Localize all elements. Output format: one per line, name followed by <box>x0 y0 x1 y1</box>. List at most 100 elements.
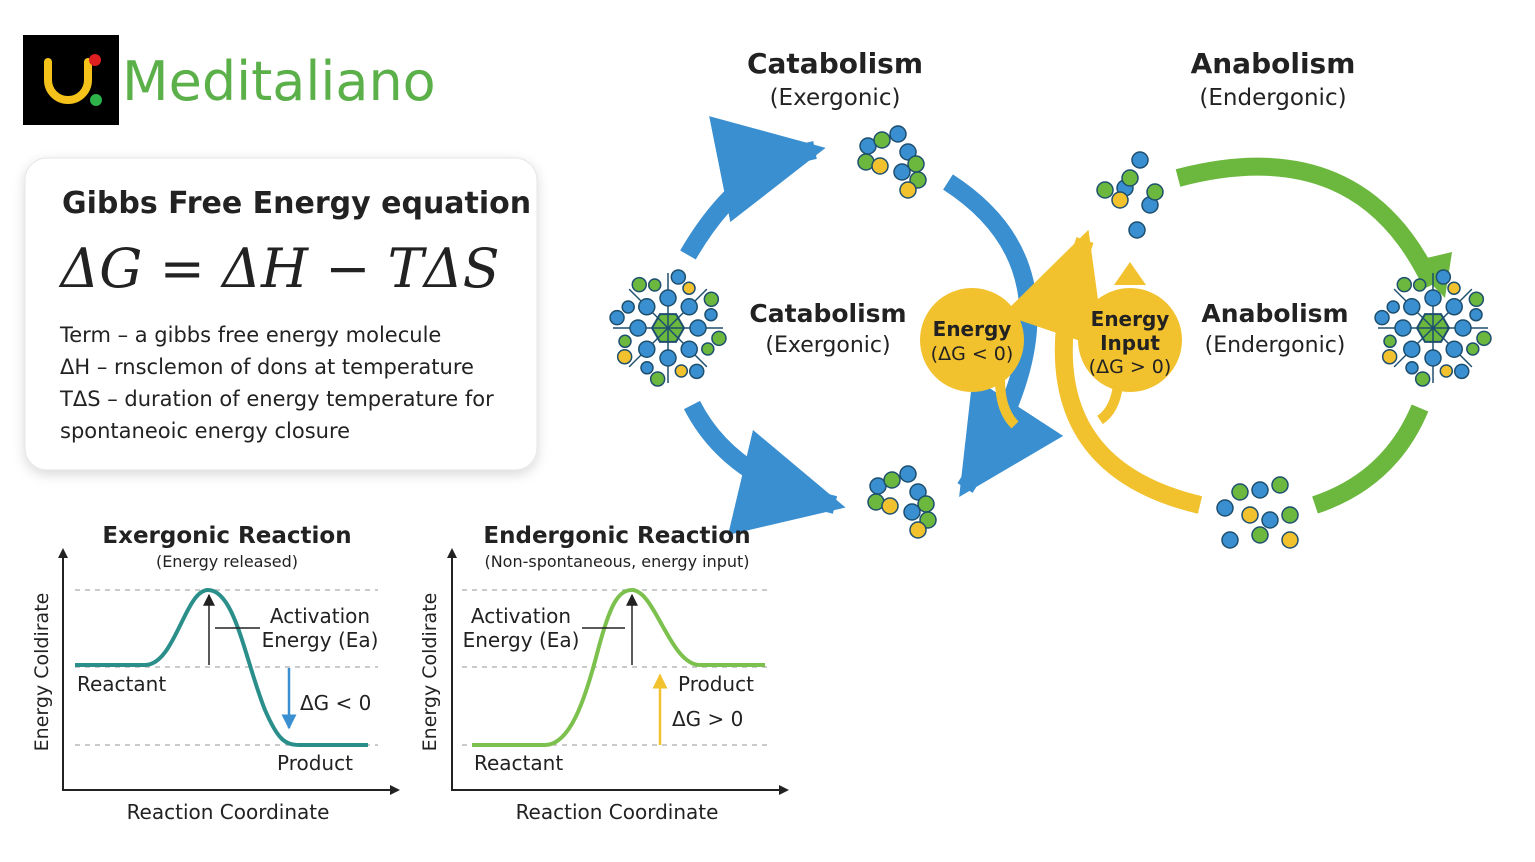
equation: ΔG = ΔH − TΔS <box>58 237 499 300</box>
molecule <box>881 497 899 515</box>
molecule <box>1121 169 1139 187</box>
arrow <box>1312 404 1429 514</box>
y-label: Energy Coldirate <box>419 593 441 752</box>
arrow <box>1175 157 1441 289</box>
axes <box>62 555 393 791</box>
arrow <box>683 400 846 535</box>
molecule <box>1216 499 1234 517</box>
molecule <box>883 471 901 489</box>
molecule <box>903 503 921 521</box>
molecule <box>1403 298 1421 316</box>
label-title: Catabolism <box>747 47 923 80</box>
product-label: Product <box>277 751 353 775</box>
activation-label: Activation <box>471 604 571 628</box>
equation-card <box>24 157 538 471</box>
term-line: TΔS – duration of energy temperature for <box>59 387 494 411</box>
molecule <box>899 181 917 199</box>
molecule <box>680 340 698 358</box>
connector <box>995 379 1019 429</box>
curve <box>75 587 368 747</box>
molecule <box>1447 281 1461 295</box>
activation-label: Energy (Ea) <box>463 628 580 652</box>
logo-dot <box>89 54 101 66</box>
molecule <box>674 364 689 378</box>
molecule <box>1405 361 1419 375</box>
molecule <box>1251 481 1269 499</box>
curve <box>472 587 765 747</box>
molecule <box>1251 526 1269 544</box>
molecule <box>682 281 696 295</box>
molecule <box>1424 289 1442 307</box>
molecule <box>618 334 632 349</box>
x-label: Reaction Coordinate <box>127 800 330 824</box>
energy-text: (ΔG > 0) <box>1089 356 1172 378</box>
molecule <box>701 342 715 356</box>
molecule <box>659 289 677 307</box>
molecule <box>704 307 718 322</box>
molecule <box>1383 334 1397 349</box>
molecule <box>1435 269 1452 285</box>
label-subtitle: (Exergonic) <box>770 85 901 111</box>
molecule <box>871 157 889 175</box>
arrow-head <box>1114 262 1146 285</box>
x-label: Reaction Coordinate <box>516 800 719 824</box>
molecule <box>629 319 647 337</box>
endergonic-diagram: Endergonic Reaction (Non-spontaneous, en… <box>419 523 789 824</box>
molecule <box>616 348 633 365</box>
molecule <box>609 309 625 326</box>
diagram-subtitle: (Non-spontaneous, energy input) <box>484 552 749 571</box>
molecule <box>711 330 727 347</box>
term-line: ΔH – rnsclemon of dons at temperature <box>60 355 474 379</box>
molecule <box>1439 364 1454 378</box>
cycle-arrows <box>680 116 1441 535</box>
molecule <box>659 349 677 367</box>
molecule <box>1281 531 1299 549</box>
molecule <box>1146 183 1164 201</box>
molecule <box>638 340 656 358</box>
molecule <box>889 125 907 143</box>
delta-g-label: ΔG > 0 <box>672 707 743 731</box>
molecule <box>1221 531 1239 549</box>
molecule <box>703 291 720 308</box>
molecule <box>1241 506 1259 524</box>
reactant-label: Reactant <box>77 672 166 696</box>
term-line: Term – a gibbs free energy molecule <box>59 323 441 347</box>
molecule <box>1454 319 1472 337</box>
molecule <box>1374 309 1390 326</box>
activation-label: Energy (Ea) <box>262 628 379 652</box>
molecule <box>1414 371 1431 387</box>
molecule <box>1466 342 1480 356</box>
arrow-head <box>1410 252 1452 298</box>
y-label: Energy Coldirate <box>31 593 53 752</box>
molecule <box>873 131 891 149</box>
energy-text: Energy <box>1091 307 1170 331</box>
molecule <box>1096 181 1114 199</box>
molecule <box>1469 307 1483 322</box>
molecule <box>1453 363 1470 380</box>
molecule <box>1394 319 1412 337</box>
diagram-title: Endergonic Reaction <box>483 523 750 549</box>
label-subtitle: (Endergonic) <box>1199 85 1346 111</box>
product-label: Product <box>678 672 754 696</box>
logo-dot <box>90 94 102 106</box>
molecule <box>1445 340 1463 358</box>
molecule <box>688 363 705 380</box>
molecule <box>909 521 927 539</box>
molecule <box>1468 291 1485 308</box>
molecule <box>1476 330 1492 347</box>
molecule <box>1231 483 1249 501</box>
molecule <box>899 465 917 483</box>
arrow <box>1002 229 1203 514</box>
energy-input-circle <box>1078 288 1182 392</box>
molecule <box>621 300 635 314</box>
energy-text: Energy <box>933 317 1012 341</box>
diagram-subtitle: (Energy released) <box>156 552 298 571</box>
delta-g-label: ΔG < 0 <box>300 691 371 715</box>
energy-release-circle <box>920 288 1024 392</box>
energy-text: (ΔG < 0) <box>931 343 1014 365</box>
molecule <box>1445 298 1463 316</box>
molecule <box>640 361 654 375</box>
molecule <box>1412 278 1427 292</box>
molecule <box>680 298 698 316</box>
molecule <box>1381 348 1398 365</box>
